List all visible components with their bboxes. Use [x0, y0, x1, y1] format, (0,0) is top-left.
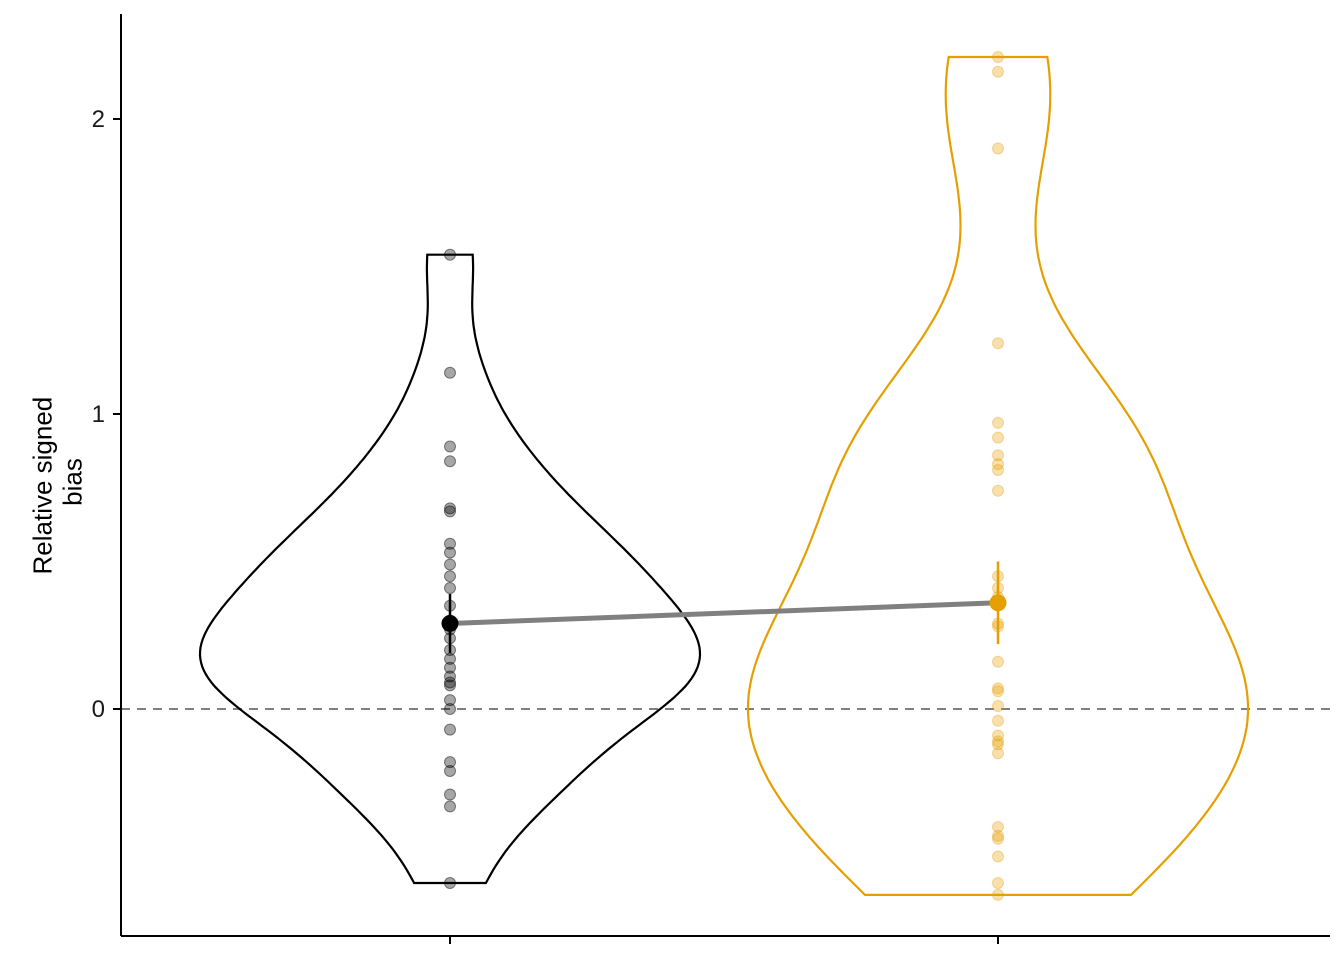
mean-point-1	[441, 614, 459, 632]
data-point	[992, 458, 1004, 471]
data-point	[992, 850, 1004, 863]
data-point	[444, 505, 456, 518]
data-point	[444, 558, 456, 571]
data-point	[444, 723, 456, 736]
data-point	[444, 248, 456, 261]
data-point	[444, 570, 456, 583]
data-point	[444, 756, 456, 769]
data-point	[992, 464, 1004, 477]
data-point	[992, 431, 1004, 444]
data-point	[444, 502, 456, 515]
violin-outline-1	[198, 253, 702, 885]
axes: 0 1 2	[92, 14, 1330, 944]
y-axis-title-line-2: bias	[57, 458, 87, 506]
data-point	[444, 679, 456, 692]
y-axis-title: Relative signed bias	[27, 389, 87, 574]
data-point	[992, 877, 1004, 890]
data-point	[444, 582, 456, 595]
data-point	[444, 788, 456, 801]
data-point	[444, 703, 456, 715]
data-point	[444, 366, 456, 379]
data-point	[992, 829, 1004, 842]
data-point	[444, 661, 456, 674]
data-point	[444, 652, 456, 665]
data-point	[992, 484, 1004, 497]
data-points	[444, 51, 1004, 901]
data-point	[992, 337, 1004, 350]
data-point	[992, 449, 1004, 462]
y-tick-label: 2	[92, 106, 105, 133]
mean-connector-line	[449, 600, 999, 626]
data-point	[992, 832, 1004, 845]
data-point	[444, 694, 456, 707]
data-point	[992, 714, 1004, 727]
data-point	[992, 821, 1004, 833]
data-point	[992, 682, 1004, 695]
violin-outline-2	[746, 55, 1250, 896]
data-point	[444, 546, 456, 559]
mean-point-2	[989, 594, 1007, 612]
data-point	[444, 676, 456, 689]
violins	[198, 55, 1250, 896]
data-point	[444, 455, 456, 468]
data-point	[992, 685, 1004, 698]
data-point	[992, 65, 1004, 78]
data-point	[992, 888, 1004, 901]
data-point	[992, 700, 1004, 713]
data-point	[992, 729, 1004, 742]
y-tick-label: 0	[92, 696, 105, 723]
data-point	[444, 440, 456, 453]
data-point	[444, 800, 456, 813]
data-point	[992, 655, 1004, 668]
y-tick-label: 1	[92, 401, 105, 428]
y-axis-title-line-1: Relative signed	[27, 397, 57, 575]
data-point	[444, 764, 456, 777]
data-point	[992, 416, 1004, 429]
data-point	[992, 738, 1004, 751]
data-point	[992, 747, 1004, 760]
data-point	[992, 735, 1004, 748]
data-point	[444, 537, 456, 550]
data-point	[992, 51, 1004, 64]
mean-summary	[441, 561, 1007, 653]
data-point	[992, 142, 1004, 155]
data-point	[444, 877, 456, 890]
data-point	[444, 670, 456, 683]
